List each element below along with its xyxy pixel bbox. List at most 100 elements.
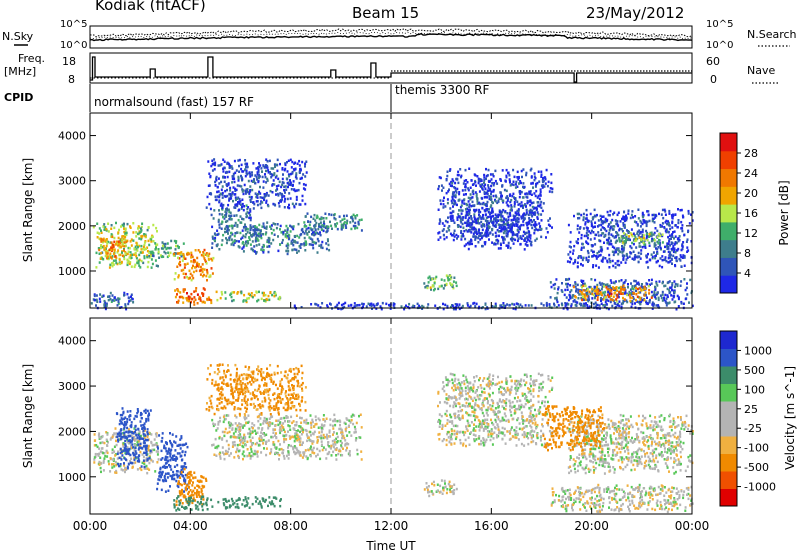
power-cell bbox=[582, 246, 585, 249]
power-cell bbox=[513, 175, 516, 179]
power-cell bbox=[327, 243, 330, 247]
power-cell bbox=[447, 216, 449, 219]
power-cell bbox=[499, 219, 502, 222]
power-cell bbox=[481, 306, 484, 309]
velocity-cell bbox=[130, 457, 133, 460]
power-cell bbox=[201, 267, 204, 271]
power-cell bbox=[323, 222, 326, 226]
velocity-cell bbox=[124, 466, 127, 470]
velocity-cell bbox=[127, 428, 130, 431]
power-cell bbox=[491, 305, 494, 308]
power-cell bbox=[632, 297, 635, 301]
power-cell bbox=[634, 215, 637, 218]
power-cell bbox=[196, 302, 199, 305]
power-cell bbox=[286, 242, 289, 246]
power-cell bbox=[295, 172, 298, 175]
power-cell bbox=[240, 174, 242, 178]
power-cell bbox=[580, 284, 583, 287]
power-cell bbox=[511, 221, 514, 225]
power-cell bbox=[319, 233, 322, 237]
power-cell bbox=[231, 191, 234, 194]
power-cell bbox=[266, 245, 269, 248]
power-cell bbox=[659, 225, 662, 228]
power-cell bbox=[225, 237, 227, 240]
power-cell bbox=[465, 228, 468, 232]
power-cell bbox=[560, 289, 563, 292]
power-cell bbox=[505, 175, 508, 179]
velocity-cell bbox=[172, 470, 175, 474]
power-cell bbox=[634, 239, 637, 243]
power-cell bbox=[224, 220, 227, 223]
power-cell bbox=[226, 238, 229, 242]
power-cell bbox=[143, 241, 146, 244]
power-cell bbox=[547, 180, 550, 184]
velocity-cell bbox=[171, 477, 174, 481]
power-cell bbox=[254, 240, 257, 243]
power-cell bbox=[480, 217, 483, 220]
power-cell bbox=[530, 304, 533, 307]
power-cell bbox=[103, 223, 106, 226]
power-cell bbox=[190, 300, 192, 304]
power-cell bbox=[265, 201, 268, 204]
power-cell bbox=[345, 226, 348, 229]
power-cell bbox=[305, 171, 308, 174]
power-cell bbox=[587, 233, 590, 237]
velocity-cell bbox=[111, 435, 114, 439]
velocity-cell bbox=[118, 438, 121, 441]
cpid-segment-2-label: themis 3300 RF bbox=[395, 83, 489, 97]
power-cell bbox=[580, 256, 583, 259]
power-cell bbox=[608, 284, 611, 288]
power-cell bbox=[312, 217, 315, 220]
power-cell bbox=[117, 242, 120, 245]
power-cell bbox=[266, 177, 269, 181]
power-cell bbox=[450, 199, 453, 203]
power-cell bbox=[516, 170, 519, 174]
velocity-cell bbox=[101, 441, 104, 444]
power-cell bbox=[616, 231, 619, 235]
power-cell bbox=[477, 177, 480, 181]
power-cell bbox=[638, 232, 641, 235]
power-cell bbox=[596, 283, 599, 287]
power-cell bbox=[673, 280, 676, 283]
power-cell bbox=[239, 203, 242, 206]
power-cell bbox=[567, 253, 570, 256]
power-cell bbox=[461, 222, 464, 226]
power-cell bbox=[238, 164, 240, 168]
power-cell bbox=[146, 265, 149, 269]
power-cell bbox=[460, 235, 463, 238]
power-cell bbox=[341, 218, 344, 221]
power-cell bbox=[373, 304, 376, 308]
power-cell bbox=[236, 224, 239, 227]
velocity-cell bbox=[187, 492, 190, 495]
power-cell bbox=[260, 297, 263, 301]
power-cell bbox=[455, 281, 458, 284]
velocity-cell bbox=[126, 410, 129, 413]
velocity-cell bbox=[139, 450, 142, 454]
power-cell bbox=[449, 232, 452, 236]
velocity-cell bbox=[140, 446, 143, 450]
velocity-cell bbox=[111, 448, 114, 451]
power-cell bbox=[650, 234, 653, 237]
power-cell bbox=[261, 196, 264, 200]
power-cell bbox=[520, 215, 523, 218]
power-cell bbox=[501, 306, 504, 309]
power-cell bbox=[669, 260, 672, 263]
power-cell bbox=[631, 234, 634, 238]
velocity-cell bbox=[131, 466, 134, 469]
power-cell bbox=[457, 173, 460, 177]
power-cell bbox=[614, 288, 617, 292]
power-cell bbox=[617, 233, 620, 237]
power-cell bbox=[682, 302, 685, 305]
power-cell bbox=[620, 292, 623, 295]
power-cell bbox=[608, 295, 610, 298]
power-cell bbox=[517, 208, 520, 211]
velocity-cell bbox=[123, 427, 126, 430]
power-cell bbox=[284, 185, 287, 188]
power-cell bbox=[536, 216, 539, 219]
power-cell bbox=[496, 228, 499, 232]
power-cell bbox=[232, 299, 235, 302]
velocity-cell bbox=[187, 500, 190, 503]
power-cell bbox=[534, 194, 537, 198]
power-cell bbox=[242, 226, 245, 229]
power-cell bbox=[263, 226, 266, 230]
